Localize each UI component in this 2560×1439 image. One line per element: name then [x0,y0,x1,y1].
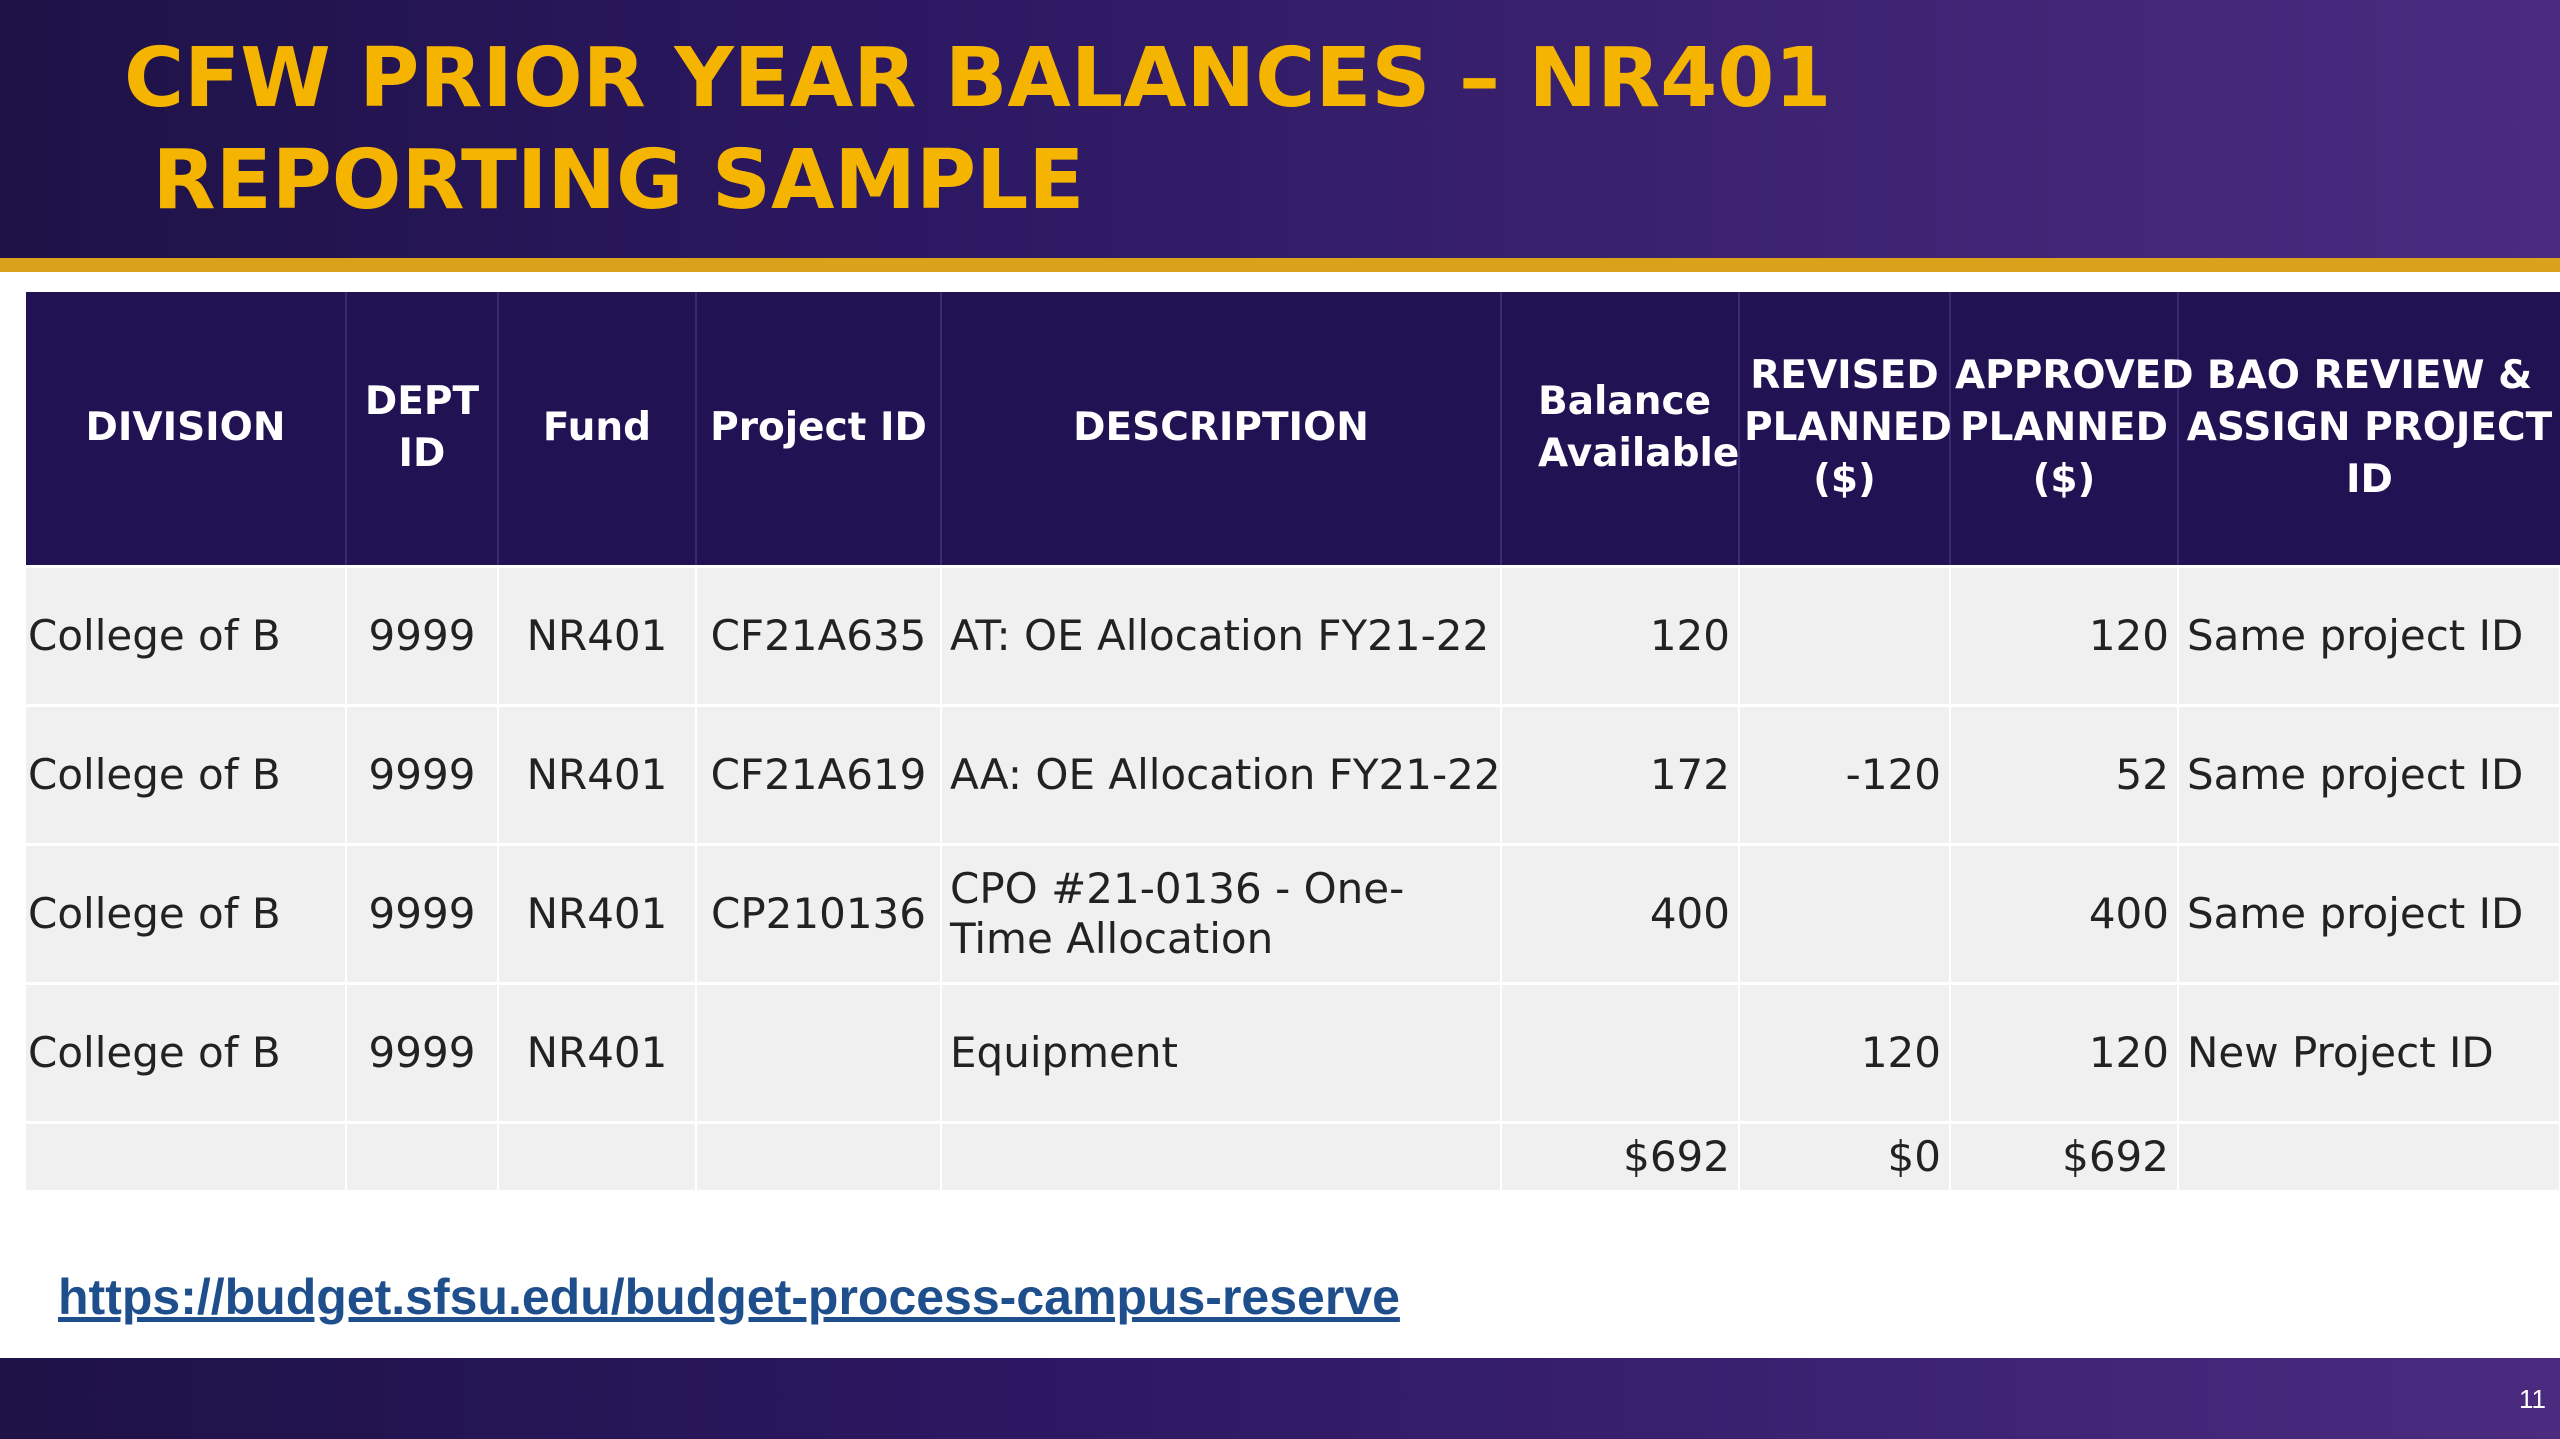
col-header-revised-planned: REVISED PLANNED ($) [1739,292,1952,566]
col-header-division: DIVISION [26,292,347,566]
col-header-bao-review: BAO REVIEW & ASSIGN PROJECT ID [2178,292,2560,566]
cell-bao-review: New Project ID [2178,981,2560,1122]
cell-dept-id: 9999 [346,564,499,705]
cell-balance-available: 120 [1501,564,1740,705]
total-approved-planned: $692 [1950,1120,2179,1190]
cell-description: AA: OE Allocation FY21-22 [941,703,1502,844]
title-line-1: CFW PRIOR YEAR BALANCES – NR401 [124,31,1832,126]
totals-row: $692 $0 $692 [26,1120,2560,1190]
cell-description: AT: OE Allocation FY21-22 [941,564,1502,705]
cell-revised-planned: 120 [1739,981,1951,1122]
cell-approved-planned: 400 [1950,842,2179,983]
slide-title: CFW PRIOR YEAR BALANCES – NR401 REPORTIN… [124,28,2024,232]
cell-fund: NR401 [498,981,697,1122]
total-cell-description [941,1120,1502,1190]
col-header-project-id: Project ID [696,292,942,566]
total-cell-project-id [696,1120,942,1190]
cell-project-id: CF21A619 [696,703,942,844]
cell-fund: NR401 [498,564,697,705]
total-revised-planned: $0 [1739,1120,1951,1190]
table-row: College of B 9999 NR401 Equipment 120 12… [26,981,2560,1122]
cell-revised-planned [1739,564,1951,705]
col-header-balance-available: Balance Available [1501,292,1740,566]
cell-balance-available [1501,981,1740,1122]
cell-project-id: CF21A635 [696,564,942,705]
cell-approved-planned: 52 [1950,703,2179,844]
cell-dept-id: 9999 [346,842,499,983]
col-header-dept-id: DEPT ID [346,292,499,566]
cell-dept-id: 9999 [346,981,499,1122]
table-header-row: DIVISION DEPT ID Fund Project ID DESCRIP… [26,292,2560,566]
slide-header: CFW PRIOR YEAR BALANCES – NR401 REPORTIN… [0,0,2560,258]
cell-fund: NR401 [498,842,697,983]
cell-revised-planned [1739,842,1951,983]
cell-project-id: CP210136 [696,842,942,983]
cell-bao-review: Same project ID [2178,564,2560,705]
cell-revised-planned: -120 [1739,703,1951,844]
balances-table-container: DIVISION DEPT ID Fund Project ID DESCRIP… [26,292,2560,1190]
table-row: College of B 9999 NR401 CP210136 CPO #21… [26,842,2560,983]
gold-divider [0,258,2560,272]
total-cell-division [26,1120,347,1190]
cell-bao-review: Same project ID [2178,703,2560,844]
cell-fund: NR401 [498,703,697,844]
cell-project-id [696,981,942,1122]
cell-description: Equipment [941,981,1502,1122]
table-row: College of B 9999 NR401 CF21A619 AA: OE … [26,703,2560,844]
cell-dept-id: 9999 [346,703,499,844]
cell-approved-planned: 120 [1950,564,2179,705]
title-line-2: REPORTING SAMPLE [124,133,1085,228]
budget-process-link[interactable]: https://budget.sfsu.edu/budget-process-c… [58,1269,1400,1325]
cell-division: College of B [26,981,347,1122]
col-header-approved-planned: APPROVED PLANNED ($) [1950,292,2194,566]
total-cell-bao-review [2178,1120,2560,1190]
cell-bao-review: Same project ID [2178,842,2560,983]
slide-footer: 11 [0,1358,2560,1439]
total-cell-dept-id [346,1120,499,1190]
col-header-fund: Fund [498,292,697,566]
col-header-description: DESCRIPTION [941,292,1502,566]
page-number: 11 [2519,1384,2546,1414]
cell-description: CPO #21-0136 - One-Time Allocation [941,842,1502,983]
cell-balance-available: 400 [1501,842,1740,983]
balances-table: DIVISION DEPT ID Fund Project ID DESCRIP… [26,292,2560,1190]
cell-division: College of B [26,703,347,844]
cell-balance-available: 172 [1501,703,1740,844]
cell-division: College of B [26,564,347,705]
total-balance-available: $692 [1501,1120,1740,1190]
cell-division: College of B [26,842,347,983]
table-row: College of B 9999 NR401 CF21A635 AT: OE … [26,564,2560,705]
cell-approved-planned: 120 [1950,981,2179,1122]
total-cell-fund [498,1120,697,1190]
